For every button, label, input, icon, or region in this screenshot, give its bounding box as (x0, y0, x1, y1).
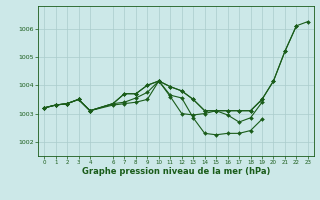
X-axis label: Graphe pression niveau de la mer (hPa): Graphe pression niveau de la mer (hPa) (82, 167, 270, 176)
